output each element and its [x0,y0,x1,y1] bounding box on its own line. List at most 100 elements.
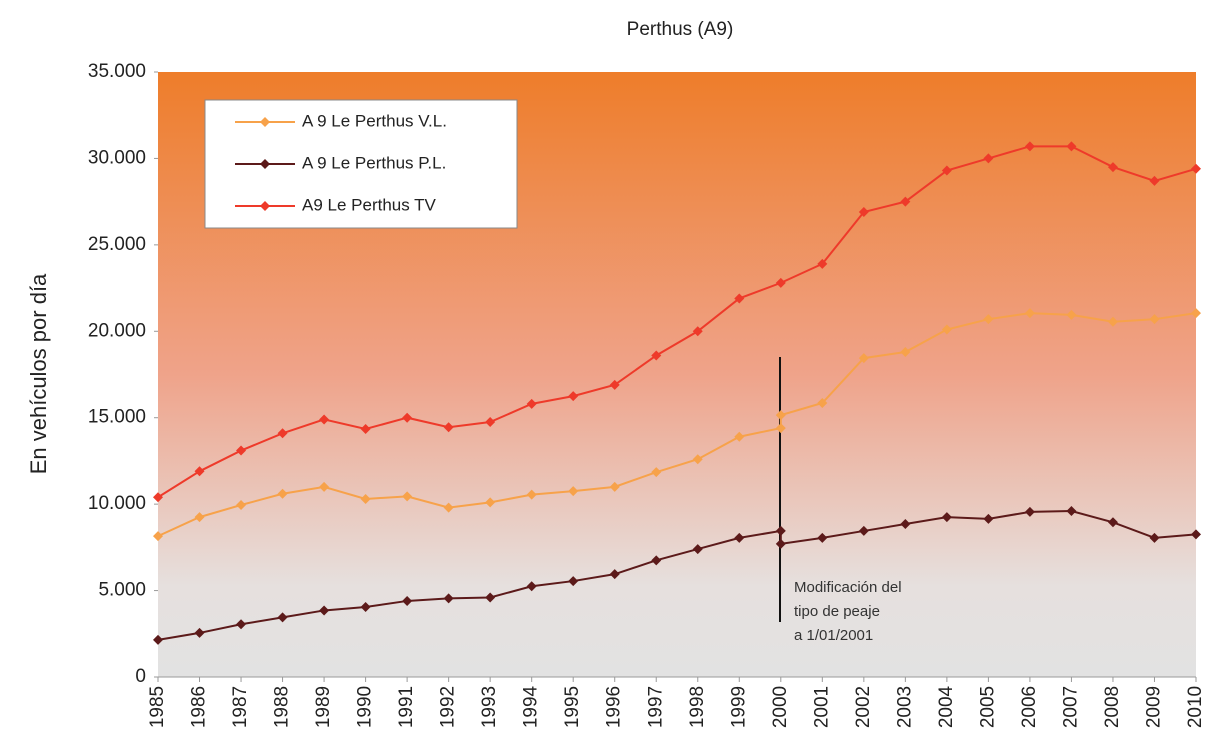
y-tick-label: 5.000 [98,580,146,601]
point [485,417,496,428]
point [775,277,786,288]
point [817,258,828,269]
point [194,627,205,638]
series-line [157,145,1197,499]
legend-marker [260,117,270,127]
point [941,324,952,335]
point [609,569,620,580]
y-tick-label: 30.000 [88,147,146,168]
x-tick-label: 1985 [147,686,168,728]
x-tick-label: 2000 [770,686,791,728]
x-tick-label: 1990 [355,686,376,728]
point [900,196,911,207]
point [1024,506,1035,517]
point [153,492,163,503]
x-tick-label: 2006 [1019,686,1040,728]
point [277,428,288,439]
point [236,445,247,456]
x-tick-label: 1997 [645,686,666,728]
point [900,519,911,530]
point [402,491,413,502]
point [1066,141,1077,152]
y-tick-label: 15.000 [88,407,146,428]
x-tick-label: 1986 [189,686,210,728]
point [651,555,662,566]
point [734,431,745,442]
point [319,414,330,425]
point [734,532,745,543]
point [153,634,163,645]
x-tick-label: 1991 [396,686,417,728]
point [443,593,454,604]
point [1107,162,1118,173]
annotation: tipo de peaje [794,603,880,620]
x-tick-label: 1996 [604,686,625,728]
point [485,497,496,508]
point [775,423,786,434]
point [1191,308,1201,319]
point [858,353,869,364]
point [817,532,828,543]
legend-marker [260,201,270,211]
point [1149,532,1160,543]
point [526,489,537,500]
x-tick-label: 2005 [977,686,998,728]
point [1107,517,1118,528]
legend-label: A9 Le Perthus TV [302,195,437,214]
x-tick-label: 2009 [1143,686,1164,728]
point [360,423,371,434]
x-tick-label: 2007 [1060,686,1081,728]
point [1024,308,1035,319]
y-tick-label: 25.000 [88,234,146,255]
legend-label: A 9 Le Perthus V.L. [302,111,447,130]
point [485,592,496,603]
point [900,347,911,358]
point [360,493,371,504]
point [443,422,454,433]
point [651,467,662,478]
y-tick-label: 0 [135,666,146,687]
point [568,576,579,587]
point [775,410,786,421]
point [277,488,288,499]
point [692,454,703,465]
point [568,486,579,497]
point [319,605,330,616]
point [609,481,620,492]
chart-title: Perthus (A9) [627,19,734,40]
point [858,207,869,218]
point [858,525,869,536]
x-tick-label: 2004 [936,685,957,728]
point [194,466,205,477]
point [1191,163,1201,174]
point [568,391,579,402]
point [236,500,247,511]
x-tick-label: 1995 [562,686,583,728]
x-tick-label: 2001 [811,686,832,728]
y-tick-label: 20.000 [88,320,146,341]
annotation: Modificación del [794,579,902,596]
x-tick-label: 1989 [313,686,334,728]
x-tick-label: 1992 [438,686,459,728]
x-tick-label: 1988 [272,686,293,728]
point [692,326,703,337]
annotation: a 1/01/2001 [794,627,873,644]
x-tick-label: 1999 [728,686,749,728]
point [609,379,620,390]
point [1066,309,1077,320]
point [194,512,205,523]
x-tick-label: 1998 [687,686,708,728]
legend-marker [260,159,270,169]
point [1149,175,1160,186]
point [983,314,994,325]
x-tick-label: 2010 [1185,686,1206,728]
point [1066,506,1077,517]
point [941,165,952,176]
point [1149,314,1160,325]
x-tick-label: 1987 [230,686,251,728]
point [153,531,163,542]
legend-label: A 9 Le Perthus P.L. [302,153,446,172]
point [941,512,952,523]
point [402,412,413,423]
